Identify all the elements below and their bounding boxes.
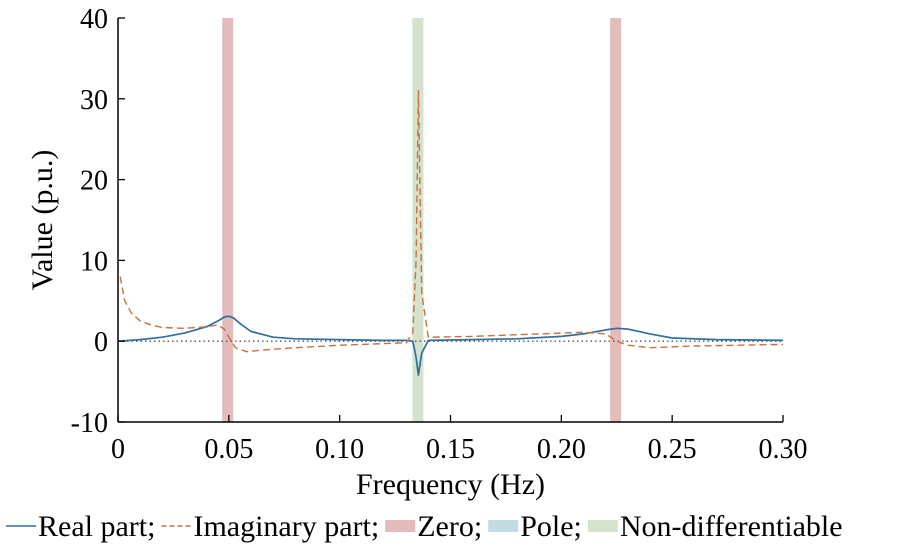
y-tick-label: 30 <box>80 85 108 116</box>
x-tick-label: 0.25 <box>648 434 697 465</box>
legend-entry-4: Non-differentiable <box>587 510 843 543</box>
legend-entry-2: Zero; <box>385 510 482 543</box>
legend-swatch <box>385 520 416 532</box>
x-axis-label: Frequency (Hz) <box>356 468 545 501</box>
y-tick-label: -10 <box>71 408 108 439</box>
axes <box>117 18 783 423</box>
x-tick-label: 0 <box>111 434 125 465</box>
y-ticks: 40 30 20 10 0 -10 <box>71 4 125 439</box>
x-tick-label: 0.05 <box>204 434 253 465</box>
x-tick-label: 0.10 <box>315 434 364 465</box>
legend-label: Pole; <box>520 510 582 543</box>
x-ticks: 0 0.05 0.10 0.15 0.20 0.25 0.30 <box>111 415 808 465</box>
series-line-real-part <box>117 315 784 376</box>
legend-entry-0: Real part; <box>6 510 155 543</box>
legend-swatch <box>488 520 519 532</box>
series-layer <box>117 89 784 376</box>
y-tick-label: 20 <box>80 166 108 197</box>
legend: Real part; Imaginary part; Zero; Pole; Non-d… <box>6 510 843 543</box>
band-zero-0 <box>222 18 234 422</box>
y-tick-label: 0 <box>94 327 108 358</box>
legend-entry-3: Pole; <box>488 510 582 543</box>
legend-label: Imaginary part; <box>193 510 379 543</box>
legend-entry-1: Imaginary part; <box>161 510 379 543</box>
legend-label: Zero; <box>417 510 482 543</box>
series-line-imaginary-part <box>119 89 784 353</box>
x-tick-label: 0.20 <box>537 434 586 465</box>
x-tick-label: 0.30 <box>759 434 808 465</box>
legend-swatch <box>587 520 618 532</box>
y-tick-label: 10 <box>80 246 108 277</box>
band-layer <box>222 18 622 422</box>
band-non-differentiable-1 <box>412 18 424 422</box>
legend-label: Real part; <box>38 510 155 543</box>
y-axis-label: Value (p.u.) <box>26 150 59 291</box>
x-tick-label: 0.15 <box>426 434 475 465</box>
y-tick-label: 40 <box>80 4 108 35</box>
legend-label: Non-differentiable <box>620 510 843 543</box>
band-zero-2 <box>610 18 622 422</box>
